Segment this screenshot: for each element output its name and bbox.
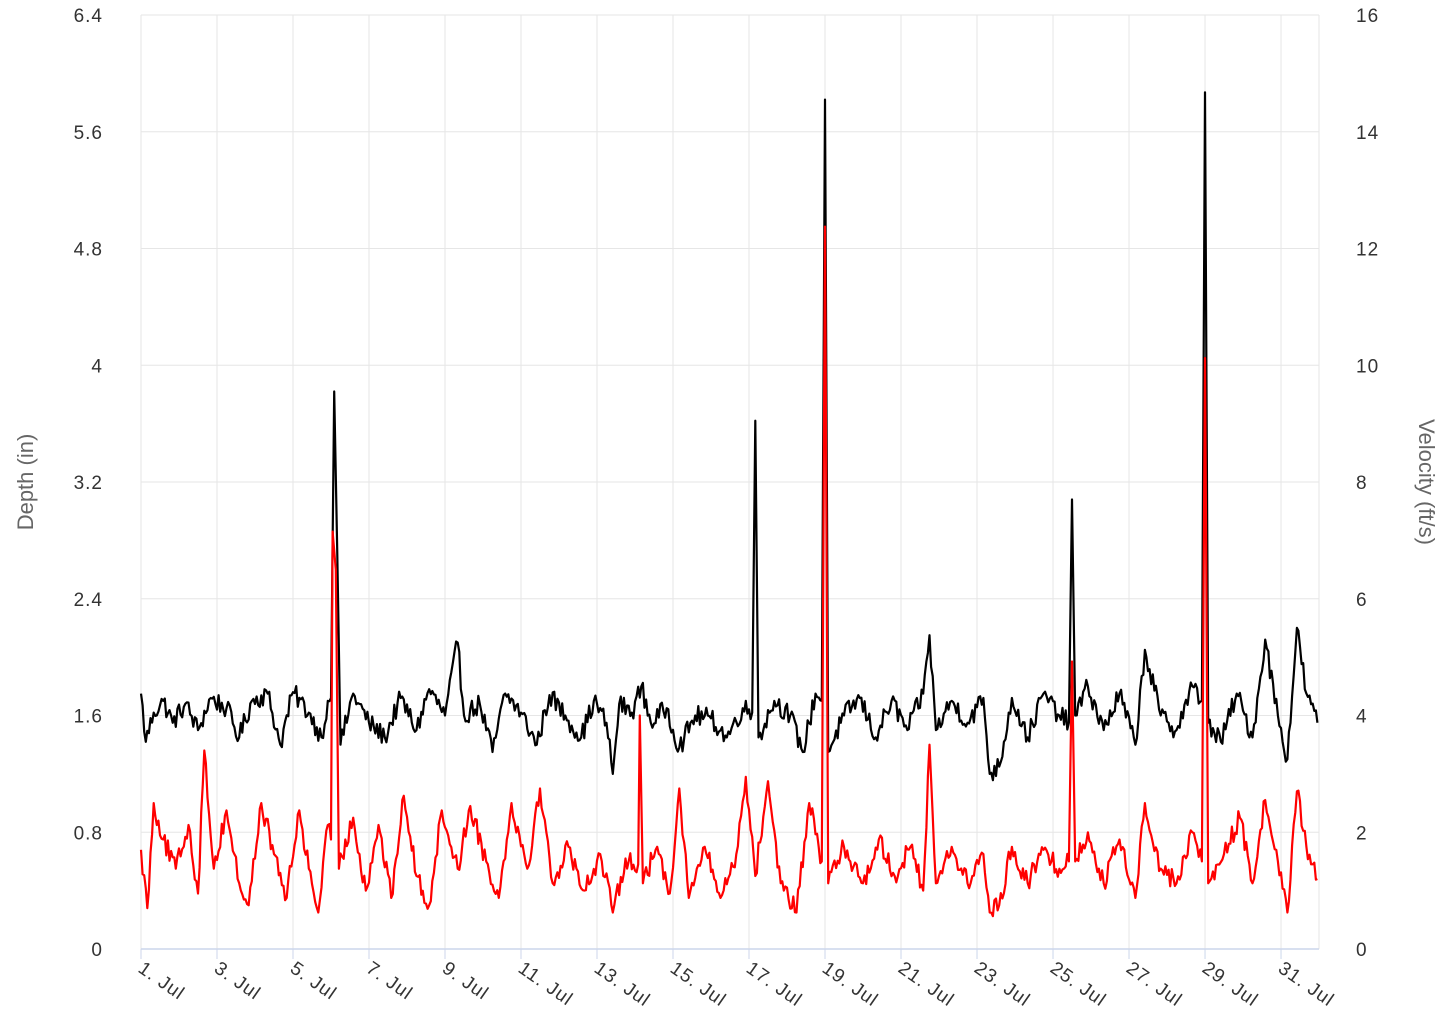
series-line-black [139,91,1319,782]
x-tick-label: 31. Jul [1274,958,1338,1011]
y-left-tick-label: 3.2 [74,473,103,494]
y-right-tick-label: 12 [1356,240,1379,261]
x-tick-label: 25. Jul [1046,958,1110,1011]
x-tick-label: 5. Jul [286,958,340,1005]
y-left-tick-label: 4.8 [74,240,103,261]
x-tick-label: 17. Jul [742,958,806,1011]
grid-layer [140,14,1320,949]
y-left-tick-label: 6.4 [74,6,103,27]
y-right-tick-label: 2 [1356,823,1368,844]
y-right-tick-label: 6 [1356,590,1368,611]
y-left-tick-label: 2.4 [74,590,103,611]
y-right-tick-label: 10 [1356,356,1379,377]
y-axis-left-title: Depth (in) [13,434,38,531]
y-left-tick-label: 1.6 [74,707,103,728]
x-tick-label: 7. Jul [362,958,416,1005]
y-right-tick-label: 16 [1356,6,1379,27]
series-line-red [139,225,1318,918]
x-tick-label: 13. Jul [590,958,654,1011]
x-tick-label: 19. Jul [818,958,882,1011]
x-tick-label: 11. Jul [514,958,576,1011]
axis-layer [140,948,1319,959]
x-tick-label: 9. Jul [438,958,492,1005]
y-right-tick-label: 14 [1356,123,1379,144]
y-left-tick-label: 4 [91,356,103,377]
y-right-tick-label: 8 [1356,473,1368,494]
x-tick-label: 23. Jul [970,958,1034,1011]
x-tick-label: 27. Jul [1122,958,1186,1011]
y-left-tick-label: 0.8 [74,823,103,844]
y-axis-right-title: Velocity (ft/s) [1414,419,1439,545]
series-layer [139,91,1319,918]
y-left-tick-label: 5.6 [74,123,103,144]
x-tick-label: 21. Jul [894,958,958,1011]
label-layer: Depth (in) Velocity (ft/s) 0 0.8 1.6 2.4 3.2… [13,6,1439,1011]
x-tick-label: 1. Jul [134,958,188,1005]
x-tick-label: 29. Jul [1198,958,1262,1011]
y-right-tick-label: 4 [1356,707,1368,728]
x-tick-label: 3. Jul [210,958,264,1005]
y-right-tick-label: 0 [1356,940,1368,961]
y-left-tick-label: 0 [91,940,103,961]
x-tick-label: 15. Jul [666,958,730,1011]
